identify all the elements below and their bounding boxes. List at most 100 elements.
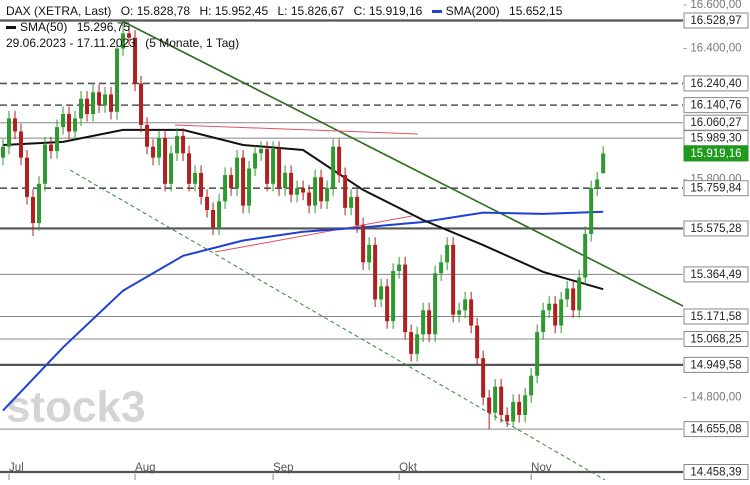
candle-body [121, 33, 126, 49]
level-label-box [683, 331, 749, 348]
candle-body [133, 37, 138, 84]
candle-body [433, 273, 438, 335]
candle-body [487, 397, 492, 413]
x-tick-label: Okt [399, 462, 418, 474]
candle-body [535, 332, 540, 376]
candle-body [193, 172, 198, 184]
legend-value: 15.652,15 [509, 4, 563, 18]
candle-body [529, 375, 534, 396]
candle-body [163, 138, 168, 184]
candle-body [1, 146, 6, 158]
candle-body [49, 144, 54, 152]
candle-body [13, 118, 18, 132]
candle-body [187, 153, 192, 184]
period: (5 Monate, 1 Tag) [145, 36, 240, 50]
candle-body [79, 98, 84, 119]
x-tick-label: Sep [273, 462, 293, 474]
candle-body [157, 138, 162, 158]
candle-body [199, 172, 204, 197]
candle-body [547, 303, 552, 311]
y-tick-label: 16.600,00 [690, 0, 741, 11]
candle-body [595, 179, 600, 189]
candle-body [331, 146, 336, 189]
candle-body [115, 48, 120, 112]
candle-body [289, 172, 294, 195]
level-label: 14.949,58 [690, 359, 741, 371]
candle-body [367, 244, 372, 263]
level-label-box [683, 180, 749, 197]
candle-body [553, 303, 558, 326]
candle-body [583, 233, 588, 278]
candle-body [295, 188, 300, 195]
candle-body [139, 83, 144, 125]
candle-body [301, 188, 306, 193]
ohlc: O: 15.828,78 [120, 4, 191, 18]
trend-line [119, 19, 750, 341]
level-label-box [683, 308, 749, 325]
candle-body [451, 244, 456, 315]
candle-body [589, 188, 594, 234]
candle-body [373, 244, 378, 300]
candle-body [313, 177, 318, 206]
candle-body [493, 386, 498, 413]
trend-channel [69, 169, 606, 481]
candle-body [25, 157, 30, 197]
y-tick-label: 14.800,00 [690, 392, 741, 404]
candle-body [97, 92, 102, 106]
candle-body [31, 196, 36, 224]
candle-body [175, 135, 180, 154]
candle-body [91, 92, 96, 115]
level-label-box [683, 266, 749, 283]
level-label: 15.171,58 [690, 311, 741, 323]
legend-label: SMA(200) [445, 4, 500, 18]
candle-body [211, 209, 216, 228]
candle-body [343, 175, 348, 208]
candle-body [127, 33, 132, 38]
candle-body [403, 264, 408, 333]
candle-body [409, 332, 414, 354]
candle-body [415, 334, 420, 354]
price-axis [683, 0, 750, 480]
candle-body [457, 310, 462, 315]
x-tick-label: Jul [9, 462, 24, 474]
candle-body [145, 124, 150, 147]
candle-body [463, 299, 468, 311]
ohlc: H: 15.952,45 [199, 4, 269, 18]
instrument: DAX (XETRA, Last) [6, 4, 112, 18]
candle-body [223, 175, 228, 202]
candle-body [151, 146, 156, 158]
sma-line [2, 210, 604, 412]
candle-body [601, 153, 606, 174]
level-label-box [683, 97, 749, 114]
candle-body [421, 310, 426, 335]
candle-body [229, 175, 234, 189]
candle-body [169, 153, 174, 184]
candle-body [397, 264, 402, 272]
legend-row: 29.06.2023 - 17.11.2023 (5 Monate, 1 Tag… [6, 35, 568, 51]
candle-body [37, 183, 42, 224]
level-label-box [683, 75, 749, 92]
watermark: stock3 [6, 383, 145, 432]
candle-body [265, 148, 270, 184]
trend-line-red [214, 215, 413, 253]
level-label: 15.364,49 [690, 269, 741, 281]
candle-body [475, 325, 480, 359]
candle-body [517, 401, 522, 415]
ohlc: L: 15.826,67 [277, 4, 345, 18]
candle-body [445, 244, 450, 263]
candle-body [427, 310, 432, 335]
candle-body [469, 299, 474, 326]
candle-body [103, 94, 108, 106]
level-label-box [683, 12, 749, 29]
candle-body [505, 414, 510, 422]
legend: DAX (XETRA, Last) O: 15.828,78 H: 15.952… [6, 3, 568, 51]
candle-body [7, 118, 12, 147]
legend-swatch [431, 10, 442, 14]
legend-row: DAX (XETRA, Last) O: 15.828,78 H: 15.952… [6, 3, 568, 19]
candle-body [253, 153, 258, 169]
candle-body [511, 401, 516, 422]
candle-body [61, 114, 66, 128]
candle-body [241, 157, 246, 206]
candle-body [571, 288, 576, 311]
level-label: 14.655,08 [690, 424, 741, 436]
